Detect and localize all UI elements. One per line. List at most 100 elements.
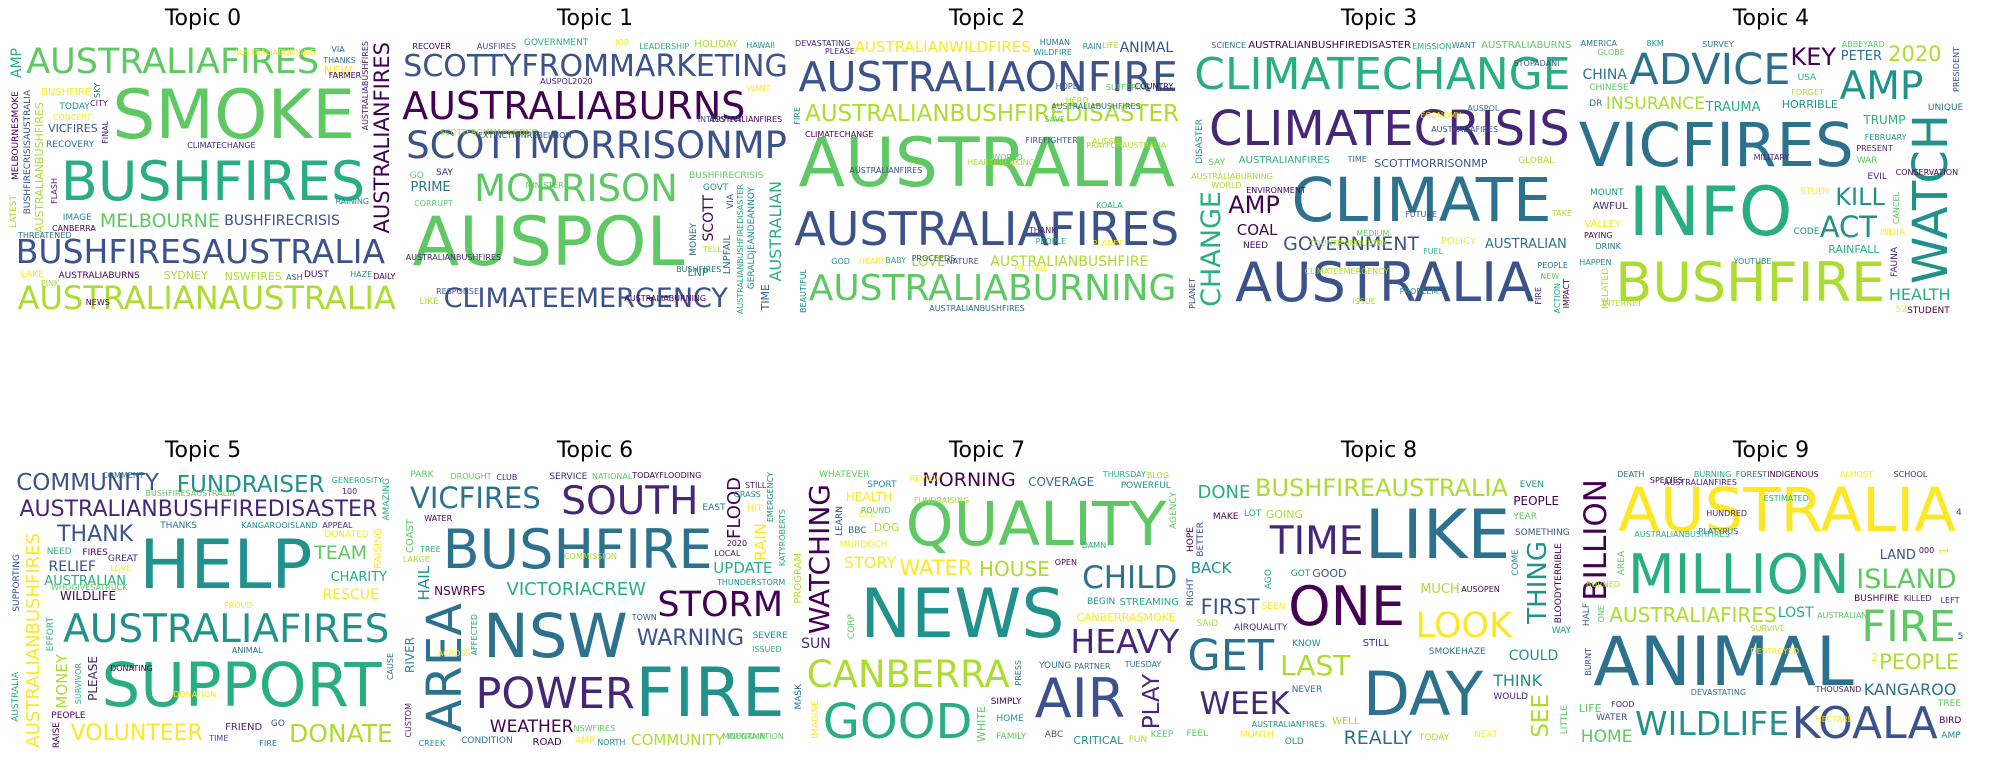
cloud-word: STILL <box>745 481 767 491</box>
cloud-word: DONE <box>1197 481 1251 503</box>
cloud-word: FIRE <box>1533 287 1543 305</box>
cloud-word: EMERGENCY <box>766 471 776 522</box>
cloud-word: SCIENCE <box>1211 41 1246 50</box>
cloud-word: MORRISON <box>474 167 678 211</box>
cloud-word: BUSHFIRE <box>1615 251 1886 315</box>
cloud-word: AWFUL <box>1593 200 1628 212</box>
cloud-word: SIMPLY <box>990 696 1022 707</box>
cloud-word: PROBLEM <box>1399 286 1439 296</box>
cloud-word: PROGRAM <box>793 553 805 605</box>
cloud-word: DRINK <box>1595 241 1621 251</box>
cloud-word: TAKE <box>1551 209 1572 219</box>
cloud-word: ONE <box>1597 605 1606 623</box>
cloud-word: NATIONAL <box>592 472 633 482</box>
cloud-word: SYDNEY <box>163 268 208 282</box>
cloud-word: 52 <box>1895 305 1907 316</box>
cloud-word: HEAVY <box>1070 621 1180 661</box>
cloud-word: AMAZING <box>382 477 393 521</box>
cloud-word: CLIMATEEMERGENCY <box>443 283 728 315</box>
cloud-word: EVIL <box>1867 171 1887 182</box>
cloud-word: SOUTH <box>561 479 699 525</box>
cloud-word: SEE <box>1528 694 1555 738</box>
cloud-word: SOMETHING <box>1514 527 1570 538</box>
cloud-word: STOPADANI <box>1513 58 1560 68</box>
cloud-word: AUSTRALIABURNING <box>1191 171 1273 181</box>
cloud-word: MILITARY <box>1753 153 1790 163</box>
cloud-word: BUSHFIREAUSTRALIA <box>1255 473 1508 502</box>
cloud-word: SCOTTMORRISONMP <box>1374 157 1488 171</box>
cloud-word: PEOPLE <box>51 710 86 721</box>
cloud-word: KILLED <box>1903 594 1932 604</box>
cloud-word: RIGHT <box>1186 577 1197 606</box>
cloud-word: FOOD <box>1611 699 1635 709</box>
cloud-word: FINAL <box>101 120 111 144</box>
cloud-word: AUSPOL <box>412 203 685 283</box>
cloud-word: INFO <box>1628 172 1793 252</box>
cloud-word: RELIEF <box>48 558 96 575</box>
cloud-word: HUMAN <box>1039 38 1071 48</box>
cloud-word: AUSTRALIAN <box>1817 610 1868 620</box>
cloud-word: FUNDRAISING <box>913 495 970 505</box>
cloud-word: LITTLE <box>1560 704 1571 735</box>
cloud-word: LEARN <box>835 505 845 536</box>
cloud-word: VICFIRES <box>1578 109 1854 181</box>
cloud-word: PRESIDENT <box>1952 46 1962 92</box>
cloud-word: TREE <box>420 544 441 554</box>
topic-title: Topic 1 <box>556 6 634 31</box>
word-cloud: LIKE DAY ONE BUSHFIREAUSTRALIA GET TIME LOOK WE… <box>1184 469 1574 751</box>
cloud-word: FAMILY <box>996 732 1027 742</box>
cloud-word: ESTIMATED <box>1763 493 1809 503</box>
cloud-word: QUALITY <box>905 488 1167 560</box>
cloud-word: AUSTRALIANFIRES <box>1664 477 1737 487</box>
cloud-word: WHOGIVESATRUCK <box>51 582 128 592</box>
cloud-word: VALLEY <box>1584 218 1622 230</box>
cloud-word: BUSHFIRES <box>60 149 366 213</box>
cloud-word: SUFFERING <box>1105 82 1152 92</box>
cloud-word: POWER <box>475 669 635 719</box>
cloud-word: VICTORIACREW <box>506 579 646 601</box>
cloud-word: WILDLIFE <box>1635 704 1790 744</box>
topic-title: Topic 0 <box>164 6 242 31</box>
cloud-word: RESPONSE <box>436 286 480 296</box>
cloud-word: LOVE <box>110 564 132 574</box>
cloud-word: AUSTRALIANWILDFIRES <box>854 37 1031 56</box>
cloud-word: STILL <box>1362 637 1390 649</box>
cloud-word: DEVASTATING <box>795 38 851 48</box>
cloud-word: PEOPLE <box>1879 649 1960 674</box>
cloud-word: CLIMATEEMERGENCY <box>1304 267 1389 276</box>
cloud-word: MEDIUM <box>1356 228 1390 238</box>
cloud-word: YOUNG <box>1039 660 1072 671</box>
cloud-word: INDIA <box>1879 228 1906 239</box>
cloud-word: RAISING <box>373 528 385 570</box>
cloud-word: AREA <box>416 603 473 733</box>
cloud-word: EVEN <box>1519 479 1544 490</box>
cloud-word: DOG <box>873 520 900 534</box>
cloud-word: WHATEVER <box>819 470 870 481</box>
cloud-word: EAST <box>702 502 726 513</box>
cloud-word: DR <box>1589 99 1603 109</box>
cloud-word: NEXT <box>1474 730 1498 740</box>
word-cloud: ANIMAL AUSTRALIA MILLION KOALA FIRE WILDLIFE B… <box>1576 469 1966 751</box>
cloud-word: THREATENED <box>18 230 72 240</box>
cloud-word: KOALA <box>1791 698 1938 750</box>
cloud-word: HEALTH <box>1888 285 1951 305</box>
cloud-word: PEOPLE <box>1035 236 1067 246</box>
cloud-word: KATYROBERTS <box>777 508 787 566</box>
cloud-word: BACK <box>1190 559 1232 578</box>
cloud-word: BETTER <box>1196 522 1206 557</box>
topic-title: Topic 6 <box>556 438 634 463</box>
cloud-word: KEEP <box>1150 729 1174 740</box>
cloud-word: COME <box>1510 548 1521 576</box>
topic-title: Topic 5 <box>164 438 242 463</box>
cloud-word: HAIL <box>414 565 433 600</box>
cloud-word: UPDATE <box>713 558 773 577</box>
cloud-word: SAVE <box>1044 115 1066 125</box>
cloud-word: HECTARE <box>1815 715 1853 725</box>
cloud-word: AUSTRALIANBUSHFIRES <box>405 252 502 262</box>
cloud-word: WILDFIRE <box>1033 47 1072 57</box>
cloud-word: CONCERT <box>53 112 92 122</box>
cloud-word: PARK <box>410 470 434 481</box>
cloud-word: FLASH <box>49 178 59 204</box>
cloud-word: THANKS <box>160 521 197 531</box>
cloud-word: CANCEL <box>1891 191 1901 224</box>
